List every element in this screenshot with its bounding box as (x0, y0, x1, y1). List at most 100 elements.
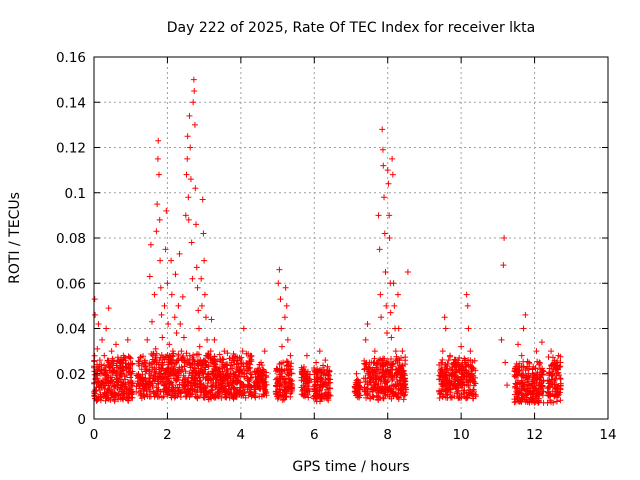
data-point (465, 370, 472, 377)
data-point (436, 376, 443, 383)
data-point (247, 354, 254, 361)
data-point (163, 369, 170, 376)
data-point (529, 370, 536, 377)
data-point (261, 348, 268, 355)
data-point (210, 393, 217, 400)
data-point (210, 375, 217, 382)
data-point (448, 393, 455, 400)
chart-title: Day 222 of 2025, Rate Of TEC Index for r… (167, 20, 535, 36)
data-point (113, 341, 120, 348)
data-point (389, 171, 396, 178)
data-point (533, 348, 540, 355)
data-point (99, 336, 106, 343)
data-point (516, 364, 523, 371)
data-point (521, 386, 528, 393)
data-point (150, 390, 157, 397)
data-point (119, 364, 126, 371)
data-point (274, 379, 281, 386)
data-point (383, 330, 390, 337)
data-point (204, 336, 211, 343)
data-point (388, 355, 395, 362)
data-point (160, 382, 167, 389)
data-point (397, 382, 404, 389)
data-point (539, 371, 546, 378)
data-point (91, 296, 98, 303)
data-point (146, 379, 153, 386)
data-point (404, 268, 411, 275)
data-point (372, 362, 379, 369)
data-point (248, 358, 255, 365)
data-point (92, 311, 99, 318)
data-point (469, 370, 476, 377)
data-point (121, 386, 128, 393)
data-point (389, 391, 396, 398)
data-point (168, 291, 175, 298)
data-point (511, 366, 518, 373)
data-point (106, 361, 113, 368)
data-point (375, 357, 382, 364)
data-point (246, 361, 253, 368)
data-point (386, 212, 393, 219)
data-point (381, 230, 388, 237)
data-point (262, 379, 269, 386)
data-point (399, 362, 406, 369)
data-point (441, 314, 448, 321)
data-point (151, 291, 158, 298)
data-point (93, 397, 100, 404)
data-point (281, 375, 288, 382)
data-point (140, 391, 147, 398)
data-point (108, 348, 115, 355)
data-point (221, 348, 228, 355)
data-point (221, 363, 228, 370)
data-point (101, 389, 108, 396)
data-point (379, 394, 386, 401)
data-point (125, 379, 132, 386)
data-point (124, 379, 131, 386)
data-point (94, 396, 101, 403)
data-point (179, 386, 186, 393)
data-point (364, 320, 371, 327)
data-point (256, 385, 263, 392)
data-point (192, 185, 199, 192)
data-point (312, 387, 319, 394)
data-point (196, 325, 203, 332)
data-point (183, 171, 190, 178)
data-point (544, 399, 551, 406)
data-point (171, 390, 178, 397)
data-point (319, 378, 326, 385)
data-point (150, 375, 157, 382)
data-point (467, 387, 474, 394)
data-point (141, 359, 148, 366)
data-point (325, 371, 332, 378)
data-point (225, 370, 232, 377)
data-point (280, 359, 287, 366)
data-point (283, 358, 290, 365)
data-point (530, 398, 537, 405)
data-point (108, 374, 115, 381)
data-point (186, 112, 193, 119)
data-point (371, 359, 378, 366)
data-point (322, 357, 329, 364)
data-point (172, 393, 179, 400)
data-point (313, 368, 320, 375)
data-point (165, 354, 172, 361)
data-point (555, 352, 562, 359)
data-point (180, 334, 187, 341)
data-point (120, 360, 127, 367)
data-point (455, 367, 462, 374)
data-point (390, 383, 397, 390)
data-point (156, 368, 163, 375)
data-point (456, 366, 463, 373)
data-point (149, 318, 156, 325)
data-point (326, 368, 333, 375)
data-point (514, 394, 521, 401)
data-point (546, 384, 553, 391)
data-point (234, 357, 241, 364)
data-point (154, 155, 161, 162)
data-point (317, 394, 324, 401)
data-point (447, 352, 454, 359)
data-point (153, 359, 160, 366)
data-point (388, 334, 395, 341)
data-point (365, 372, 372, 379)
data-point (467, 379, 474, 386)
